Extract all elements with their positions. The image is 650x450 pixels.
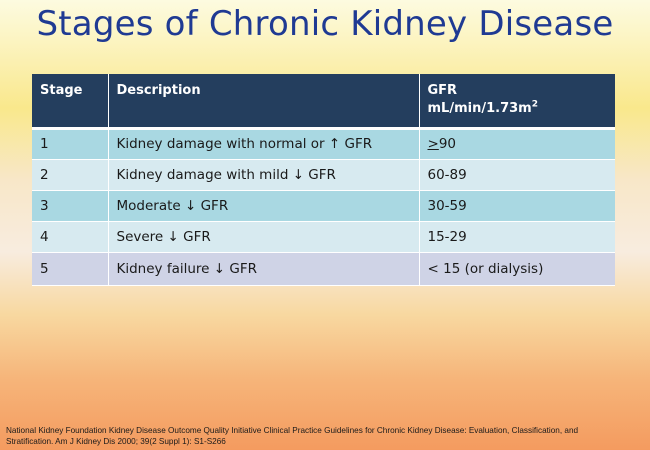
stage-cell: 5 [32,252,109,286]
description-cell: Moderate ↓ GFR [108,190,420,222]
gfr-cell: < 15 (or dialysis) [419,252,615,286]
header-gfr-unit-superscript: 2 [531,99,538,110]
table-header-row: Stage Description GFR mL/min/1.73m2 [32,74,615,130]
header-gfr: GFR mL/min/1.73m2 [419,74,615,130]
stage-cell: 3 [32,190,109,222]
table-row: 3 Moderate ↓ GFR 30-59 [32,190,615,222]
gfr-cell: >90 [419,128,615,160]
description-cell: Kidney damage with mild ↓ GFR [108,159,420,191]
header-stage: Stage [32,74,109,130]
ckd-stages-table: Stage Description GFR mL/min/1.73m2 1 Ki… [32,74,615,286]
header-gfr-label: GFR [427,83,458,98]
gfr-value: 90 [438,136,456,152]
description-cell: Kidney failure ↓ GFR [108,252,420,286]
table-row: 2 Kidney damage with mild ↓ GFR 60-89 [32,159,615,191]
gfr-cell: 30-59 [419,190,615,222]
description-cell: Kidney damage with normal or ↑ GFR [108,128,420,160]
table-row: 4 Severe ↓ GFR 15-29 [32,221,615,253]
citation-footnote: National Kidney Foundation Kidney Diseas… [6,426,579,446]
stage-cell: 2 [32,159,109,191]
stage-cell: 1 [32,128,109,160]
table-row: 1 Kidney damage with normal or ↑ GFR >90 [32,128,615,160]
slide-title: Stages of Chronic Kidney Disease [36,4,614,44]
gfr-cell: 60-89 [419,159,615,191]
stage-cell: 4 [32,221,109,253]
header-description: Description [108,74,420,130]
table-row: 5 Kidney failure ↓ GFR < 15 (or dialysis… [32,252,615,286]
header-gfr-unit-base: mL/min/1.73m [427,101,532,116]
description-cell: Severe ↓ GFR [108,221,420,253]
header-gfr-unit: mL/min/1.73m2 [428,100,608,118]
gfr-greater-equal-symbol: > [427,136,439,152]
gfr-cell: 15-29 [419,221,615,253]
